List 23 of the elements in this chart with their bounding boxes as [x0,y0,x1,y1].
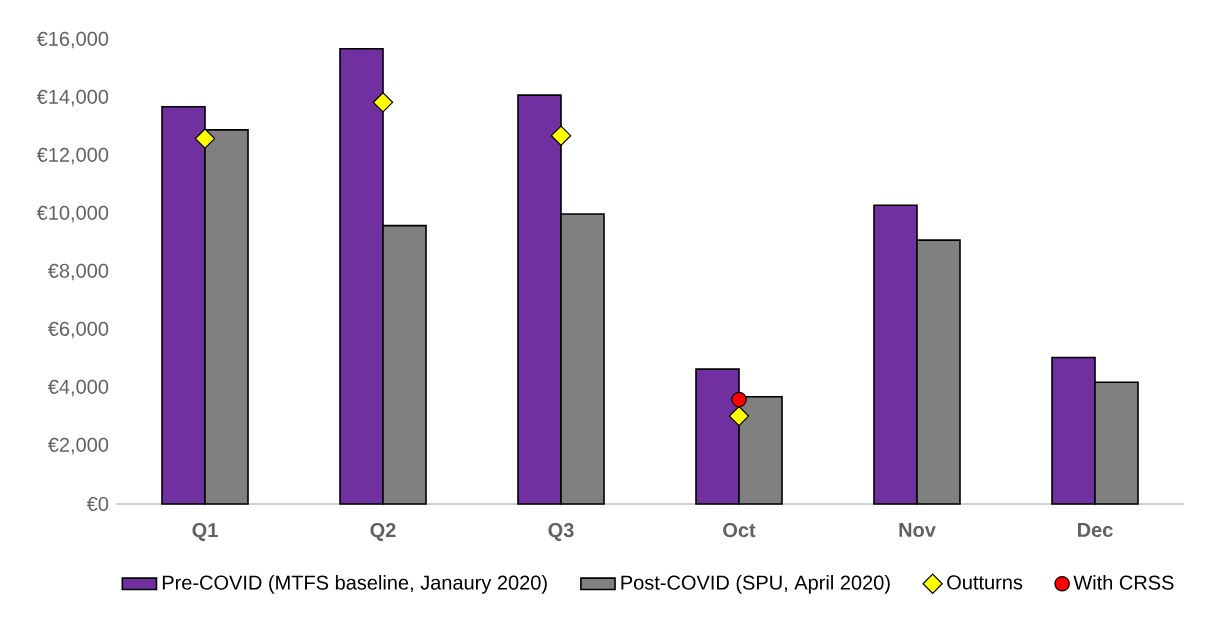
x-tick-label: Oct [723,523,756,538]
y-tick-label: €10,000 [36,205,109,223]
y-tick-label: €2,000 [47,437,109,455]
legend-label: Outturns [947,575,1023,590]
y-tick-label: €4,000 [47,379,109,397]
legend-label: Post-COVID (SPU, April 2020) [621,575,890,594]
point [550,125,572,146]
x-tick-label: Q3 [548,523,574,541]
y-tick-label: €16,000 [36,31,109,49]
x-tick-label: Dec [1078,523,1113,537]
point [372,92,394,113]
x-tick-label: Q2 [370,523,396,541]
legend-label: With CRSS [1073,575,1174,590]
x-tick-label: Nov [899,523,936,537]
y-tick-label: €6,000 [47,321,109,339]
y-tick-label: €8,000 [47,263,109,281]
point [728,405,750,427]
x-tick-label: Q1 [192,523,218,541]
point [194,128,216,149]
legend-label: Pre-COVID (MTFS baseline, Janaury 2020) [162,575,547,594]
y-tick-label: €12,000 [36,147,109,165]
y-tick-label: €14,000 [36,89,109,107]
y-tick-label: €0 [86,496,109,512]
